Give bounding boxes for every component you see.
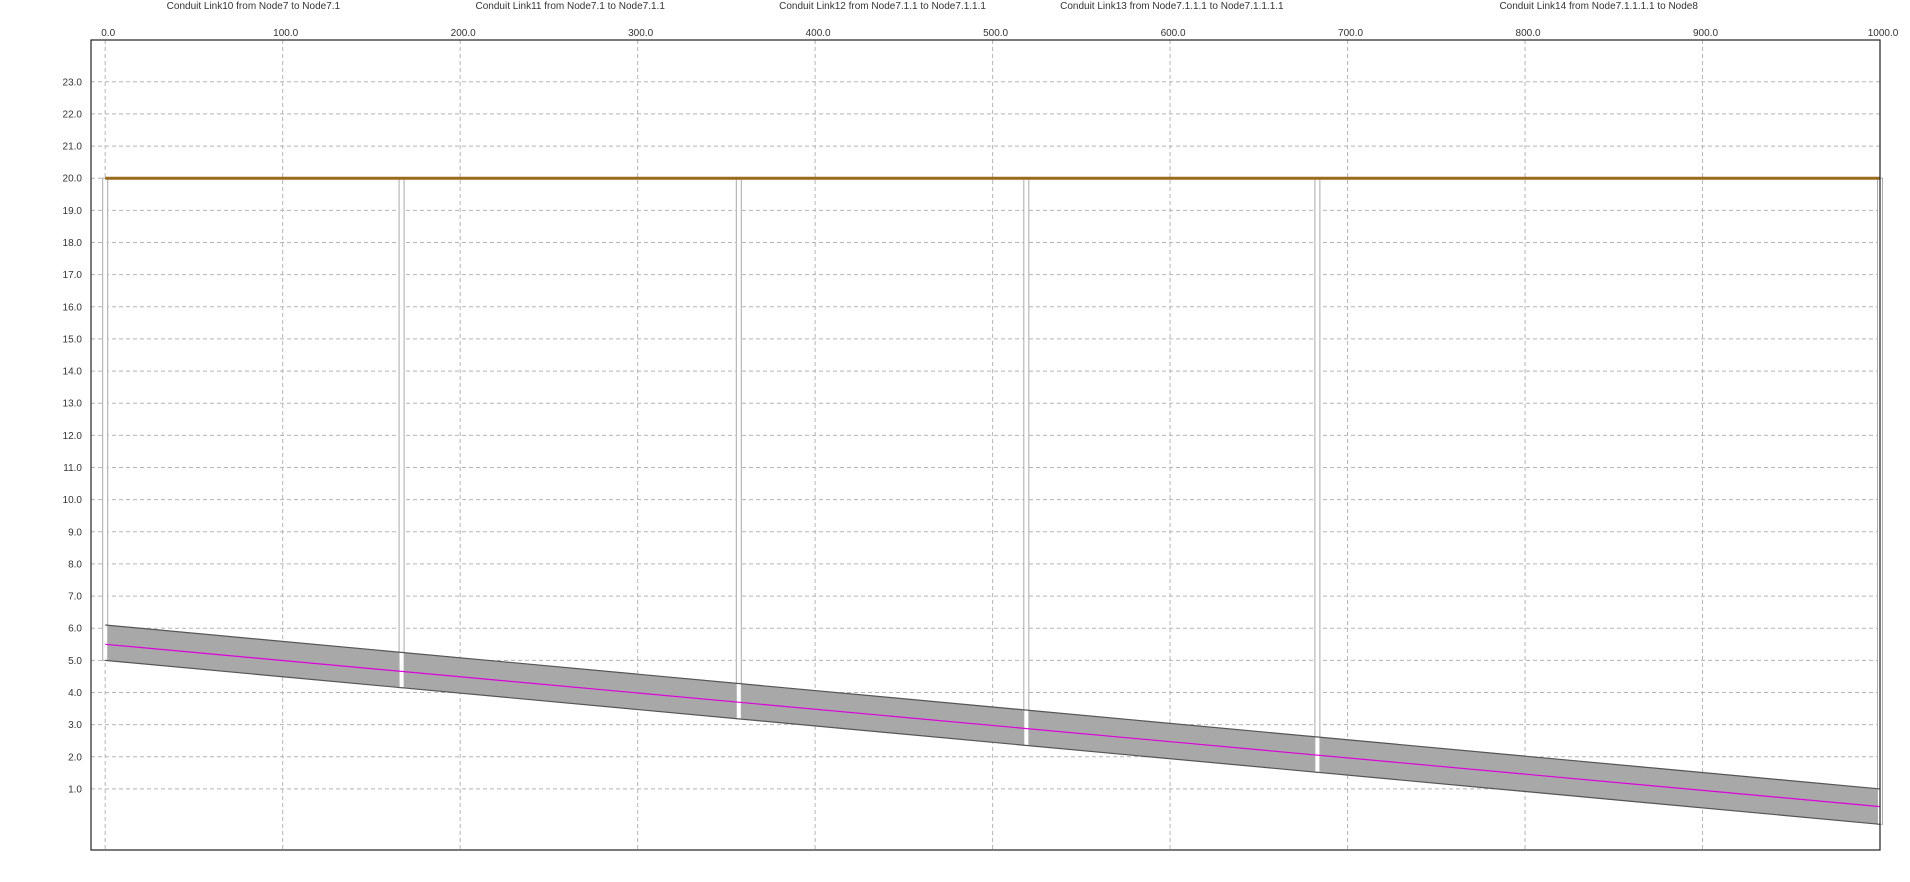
y-tick-label: 8.0 (68, 559, 82, 570)
invert-line (105, 659, 1881, 825)
y-tick-label: 16.0 (63, 302, 83, 313)
pipe-band (105, 625, 1881, 825)
plot-frame (90, 39, 1881, 851)
x-tick-label: 1000.0 (1868, 28, 1899, 39)
hgl-line (105, 643, 1881, 808)
y-tick-label: 11.0 (63, 463, 82, 474)
conduit-title: Conduit Link13 from Node7.1.1.1 to Node7… (1060, 1, 1284, 12)
crown-line (105, 624, 1881, 790)
y-tick-label: 19.0 (63, 206, 83, 217)
y-tick-label: 15.0 (63, 334, 83, 345)
x-tick-label: 0.0 (101, 28, 115, 39)
manhole-node (1023, 177, 1030, 746)
conduit-title: Conduit Link12 from Node7.1.1 to Node7.1… (779, 1, 986, 12)
y-tick-label: 12.0 (63, 431, 83, 442)
x-tick-label: 800.0 (1516, 28, 1541, 39)
y-tick-label: 4.0 (68, 688, 82, 699)
x-tick-label: 900.0 (1693, 28, 1718, 39)
x-tick-label: 100.0 (273, 28, 298, 39)
y-tick-label: 10.0 (63, 495, 83, 506)
y-tick-label: 17.0 (63, 270, 83, 281)
manhole-node (398, 177, 405, 689)
manhole-node (102, 177, 109, 661)
label-layer: 1.0 2.0 3.0 4.0 5.0 6.0 7.0 8.0 9.0 10.0 11.0 12.0 1… (63, 1, 1899, 795)
x-tick-label: 200.0 (451, 28, 476, 39)
x-tick-label: 700.0 (1338, 28, 1363, 39)
y-tick-label: 23.0 (63, 77, 83, 88)
conduit-title: Conduit Link11 from Node7.1 to Node7.1.1 (476, 1, 666, 12)
y-tick-label: 20.0 (63, 174, 83, 185)
y-tick-label: 14.0 (63, 367, 83, 378)
pipe-layer (102, 177, 1883, 825)
frame-layer (90, 39, 1881, 851)
manhole-node (735, 177, 742, 720)
y-tick-label: 7.0 (68, 592, 82, 603)
manhole-node (1314, 177, 1321, 773)
x-tick-label: 500.0 (983, 28, 1008, 39)
x-tick-label: 400.0 (806, 28, 831, 39)
y-tick-label: 18.0 (63, 238, 83, 249)
y-tick-label: 3.0 (68, 720, 82, 731)
x-tick-label: 600.0 (1161, 28, 1186, 39)
y-tick-label: 9.0 (68, 527, 82, 538)
y-tick-label: 2.0 (68, 752, 82, 763)
y-tick-label: 1.0 (68, 784, 82, 795)
line-layer (105, 176, 1881, 825)
conduit-title: Conduit Link14 from Node7.1.1.1.1 to Nod… (1499, 1, 1698, 12)
y-tick-label: 13.0 (63, 399, 83, 410)
y-tick-label: 21.0 (63, 142, 83, 153)
conduit-title: Conduit Link10 from Node7 to Node7.1 (167, 1, 341, 12)
x-tick-label: 300.0 (628, 28, 653, 39)
y-tick-label: 5.0 (68, 656, 82, 667)
y-tick-label: 6.0 (68, 624, 82, 635)
y-tick-label: 22.0 (63, 109, 83, 120)
